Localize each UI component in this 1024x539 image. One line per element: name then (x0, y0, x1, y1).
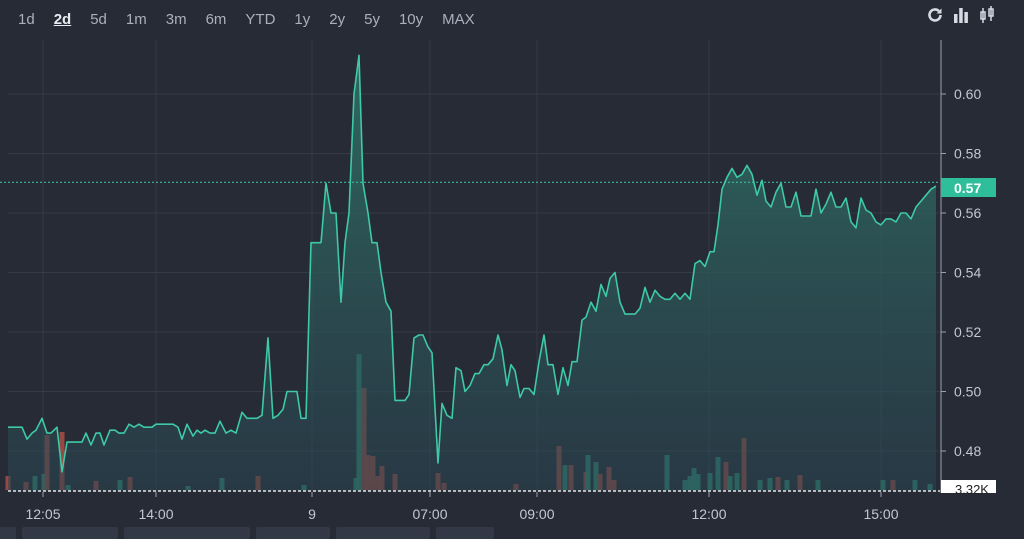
time-tick-label: 12:00 (691, 506, 726, 522)
time-tick-label: 09:00 (519, 506, 554, 522)
range-selector: 1d 2d 5d 1m 3m 6m YTD 1y 2y 5y 10y MAX (0, 0, 494, 38)
candlestick-icon[interactable] (978, 5, 996, 25)
range-3m[interactable]: 3m (165, 10, 187, 28)
bottom-tab[interactable] (256, 527, 330, 539)
time-tick-label: 15:00 (863, 506, 898, 522)
range-5d[interactable]: 5d (90, 10, 107, 28)
price-axis: 0.60 0.58 0.56 0.54 0.52 0.50 0.48 (941, 86, 981, 459)
bottom-tab[interactable] (124, 527, 250, 539)
volume-value: 3.32K (955, 482, 989, 497)
range-1d[interactable]: 1d (18, 10, 35, 28)
bottom-tabs (0, 527, 494, 539)
time-axis: 12:05 14:00 9 07:00 09:00 12:00 15:00 (25, 492, 899, 522)
bar-chart-icon[interactable] (952, 5, 970, 25)
range-2d[interactable]: 2d (53, 10, 72, 28)
chart-toolbar (926, 5, 996, 25)
price-area (8, 55, 936, 492)
price-tick-label: 0.56 (954, 205, 981, 221)
price-tick-label: 0.50 (954, 384, 981, 400)
refresh-icon[interactable] (926, 5, 944, 25)
range-max[interactable]: MAX (442, 10, 475, 28)
range-2y[interactable]: 2y (329, 10, 346, 28)
bottom-tab[interactable] (0, 527, 16, 539)
last-price-label: 0.57 (941, 178, 996, 197)
volume-label: 3.32K (941, 480, 996, 497)
price-tick-label: 0.52 (954, 324, 981, 340)
time-tick-label: 14:00 (138, 506, 173, 522)
last-price-value: 0.57 (954, 180, 981, 196)
price-tick-label: 0.60 (954, 86, 981, 102)
time-tick-label: 12:05 (25, 506, 60, 522)
time-tick-label: 07:00 (412, 506, 447, 522)
time-tick-label: 9 (308, 506, 316, 522)
range-1m[interactable]: 1m (125, 10, 147, 28)
range-1y[interactable]: 1y (294, 10, 311, 28)
price-tick-label: 0.58 (954, 146, 981, 162)
price-tick-label: 0.48 (954, 443, 981, 459)
price-tick-label: 0.54 (954, 265, 981, 281)
price-line (8, 54, 937, 473)
range-10y[interactable]: 10y (398, 10, 424, 28)
range-6m[interactable]: 6m (205, 10, 227, 28)
bottom-tab[interactable] (336, 527, 430, 539)
bottom-tab[interactable] (436, 527, 494, 539)
bottom-tab[interactable] (22, 527, 118, 539)
range-ytd[interactable]: YTD (245, 10, 276, 28)
range-5y[interactable]: 5y (364, 10, 380, 28)
